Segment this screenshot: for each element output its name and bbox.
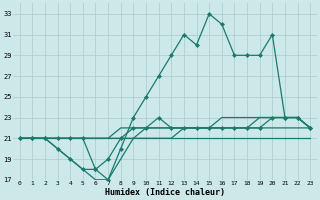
X-axis label: Humidex (Indice chaleur): Humidex (Indice chaleur) [105, 188, 225, 197]
